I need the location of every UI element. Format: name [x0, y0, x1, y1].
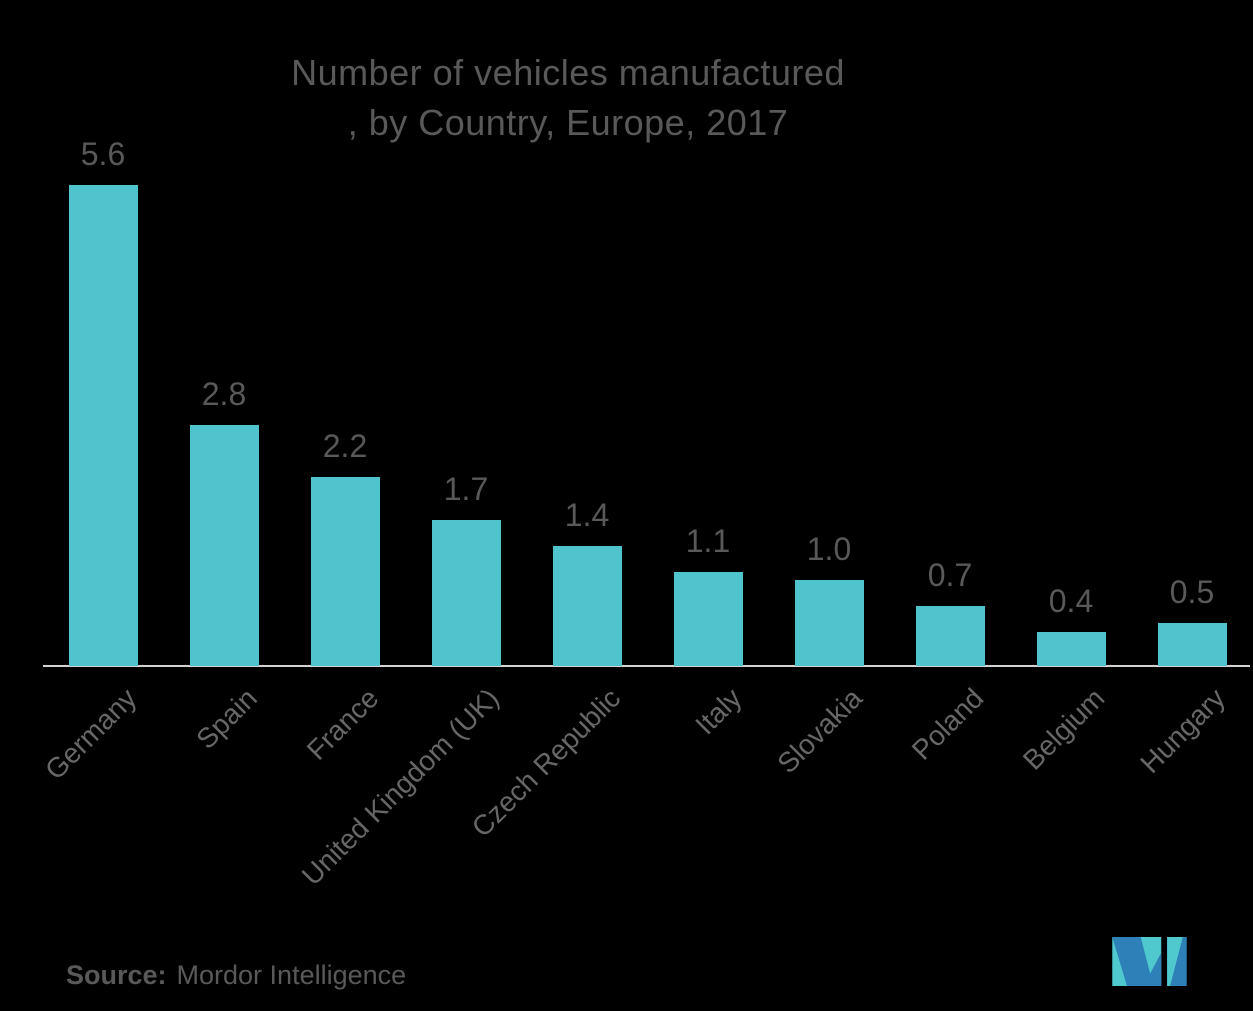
mordor-intelligence-logo [1112, 937, 1187, 986]
bar-czech-republic [552, 546, 622, 666]
value-label: 0.5 [1169, 574, 1215, 610]
category-label: United Kingdom (UK) [296, 682, 506, 892]
chart-title: Number of vehicles manufactured , by Cou… [0, 48, 1136, 148]
bar-spain [189, 425, 259, 666]
bar-belgium [1036, 632, 1106, 666]
value-label: 1.1 [685, 523, 731, 559]
value-label: 1.0 [806, 531, 852, 567]
category-label: Belgium [1016, 682, 1111, 776]
logo-left-block [1112, 937, 1162, 986]
value-label: 2.2 [322, 428, 368, 464]
category-label: Slovakia [771, 682, 869, 780]
bar-poland [915, 606, 985, 666]
source-note: Source: Mordor Intelligence [66, 959, 406, 991]
category-label: Hungary [1134, 682, 1232, 780]
category-label: Germany [38, 682, 143, 786]
logo-right-block [1167, 937, 1187, 986]
x-axis-line [43, 665, 1250, 667]
bar-hungary [1157, 623, 1227, 666]
value-label: 5.6 [80, 136, 126, 172]
source-text: Mordor Intelligence [176, 960, 407, 990]
bar-france [310, 477, 380, 666]
category-label: Poland [905, 682, 990, 766]
category-label: Italy [688, 682, 748, 741]
bar-germany [68, 185, 138, 666]
chart-title-line1: Number of vehicles manufactured [291, 52, 845, 93]
value-label: 1.7 [443, 471, 489, 507]
value-label: 0.7 [927, 557, 973, 593]
category-label: France [300, 682, 385, 766]
source-label: Source: [66, 960, 167, 990]
value-label: 2.8 [201, 376, 247, 412]
bar-slovakia [794, 580, 864, 666]
value-label: 0.4 [1048, 583, 1094, 619]
value-label: 1.4 [564, 497, 610, 533]
category-label: Spain [190, 682, 264, 755]
logo-teal-wedge [1167, 937, 1183, 986]
bar-united-kingdom-uk [431, 520, 501, 666]
chart-title-line2: , by Country, Europe, 2017 [347, 102, 789, 143]
bar-italy [673, 572, 743, 666]
logo-blue-band-1 [1112, 937, 1154, 986]
